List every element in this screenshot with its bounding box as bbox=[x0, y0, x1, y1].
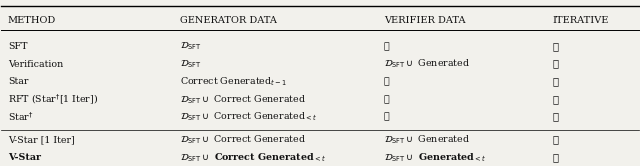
Text: Verification: Verification bbox=[8, 60, 63, 69]
Text: Star: Star bbox=[8, 77, 28, 86]
Text: ✗: ✗ bbox=[384, 77, 390, 86]
Text: $\mathcal{D}_{\mathrm{SFT}} \cup$ Correct Generated: $\mathcal{D}_{\mathrm{SFT}} \cup$ Correc… bbox=[180, 93, 306, 106]
Text: RFT (Star$^{\dagger}$[1 Iter]): RFT (Star$^{\dagger}$[1 Iter]) bbox=[8, 92, 98, 107]
Text: VERIFIER DATA: VERIFIER DATA bbox=[384, 16, 465, 25]
Text: METHOD: METHOD bbox=[8, 16, 56, 25]
Text: ✗: ✗ bbox=[552, 42, 559, 51]
Text: $\mathcal{D}_{\mathrm{SFT}}$: $\mathcal{D}_{\mathrm{SFT}}$ bbox=[180, 41, 202, 52]
Text: ✗: ✗ bbox=[384, 42, 390, 51]
Text: $\mathcal{D}_{\mathrm{SFT}} \cup$ Generated$_{<t}$: $\mathcal{D}_{\mathrm{SFT}} \cup$ Genera… bbox=[384, 151, 486, 164]
Text: $\mathcal{D}_{\mathrm{SFT}} \cup$ Correct Generated: $\mathcal{D}_{\mathrm{SFT}} \cup$ Correc… bbox=[180, 133, 306, 146]
Text: $\mathcal{D}_{\mathrm{SFT}} \cup$ Generated: $\mathcal{D}_{\mathrm{SFT}} \cup$ Genera… bbox=[384, 133, 470, 146]
Text: Correct Generated$_{t-1}$: Correct Generated$_{t-1}$ bbox=[180, 76, 287, 88]
Text: ✗: ✗ bbox=[552, 60, 559, 69]
Text: Star$^{\dagger}$: Star$^{\dagger}$ bbox=[8, 111, 33, 124]
Text: $\mathcal{D}_{\mathrm{SFT}} \cup$ Correct Generated$_{<t}$: $\mathcal{D}_{\mathrm{SFT}} \cup$ Correc… bbox=[180, 151, 326, 164]
Text: ✓: ✓ bbox=[552, 77, 559, 86]
Text: SFT: SFT bbox=[8, 42, 28, 51]
Text: ✗: ✗ bbox=[552, 135, 559, 144]
Text: GENERATOR DATA: GENERATOR DATA bbox=[180, 16, 276, 25]
Text: ✓: ✓ bbox=[552, 113, 559, 122]
Text: $\mathcal{D}_{\mathrm{SFT}}$: $\mathcal{D}_{\mathrm{SFT}}$ bbox=[180, 58, 202, 70]
Text: ✓: ✓ bbox=[552, 153, 559, 162]
Text: ✗: ✗ bbox=[384, 113, 390, 122]
Text: ✗: ✗ bbox=[384, 95, 390, 104]
Text: V-Star [1 Iter]: V-Star [1 Iter] bbox=[8, 135, 74, 144]
Text: V-Star: V-Star bbox=[8, 153, 41, 162]
Text: $\mathcal{D}_{\mathrm{SFT}} \cup$ Generated: $\mathcal{D}_{\mathrm{SFT}} \cup$ Genera… bbox=[384, 58, 470, 70]
Text: ITERATIVE: ITERATIVE bbox=[552, 16, 609, 25]
Text: ✗: ✗ bbox=[552, 95, 559, 104]
Text: $\mathcal{D}_{\mathrm{SFT}} \cup$ Correct Generated$_{<t}$: $\mathcal{D}_{\mathrm{SFT}} \cup$ Correc… bbox=[180, 111, 317, 123]
